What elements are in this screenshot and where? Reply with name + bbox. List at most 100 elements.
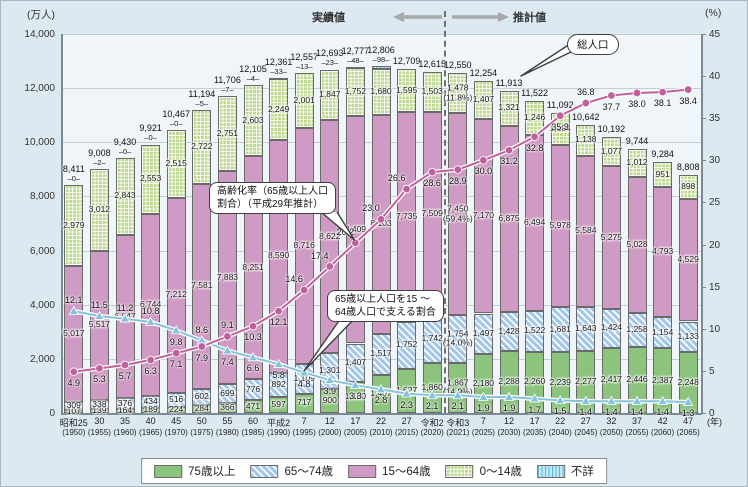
segment-value-label: 5,017 xyxy=(63,328,85,339)
aging-rate-value: 5.3 xyxy=(93,374,106,385)
segment-value-label: 434 xyxy=(143,396,158,407)
total-population-value: 11,522 xyxy=(521,88,549,99)
y-axis-right-tick xyxy=(701,328,706,330)
segment-value-label: 6,494 xyxy=(523,216,546,227)
support-ratio-value: 11.2 xyxy=(116,302,134,313)
segment-value-label: 7,212 xyxy=(165,289,187,300)
bar-segment-unknown xyxy=(269,78,289,81)
y-axis-right-tick-label: 5 xyxy=(709,365,715,377)
segment-value-label: 1,681 xyxy=(549,323,571,334)
segment-value-label: 5,275 xyxy=(600,231,623,242)
x-axis-year-label: (2065) xyxy=(676,428,700,437)
legend-swatch-stripe-cyan xyxy=(536,464,565,478)
segment-value-label: 2,260 xyxy=(523,376,546,387)
x-axis-era-label: 平成2 xyxy=(267,418,291,428)
bar-segment-a75 xyxy=(64,410,84,413)
aging-rate-value: 37.7 xyxy=(602,101,621,112)
legend-item: 15～64歳 xyxy=(348,463,431,479)
y-axis-left-tick-label: 2,000 xyxy=(29,353,55,365)
support-ratio-value: 1.9 xyxy=(502,403,516,413)
y-axis-right-tick xyxy=(701,160,706,162)
x-axis-year-label: (2020) xyxy=(420,428,444,437)
y-axis-right-tick-label: 15 xyxy=(709,281,721,293)
total-population-value: 11,706 xyxy=(213,75,241,86)
support-ratio-value: 2.8 xyxy=(374,395,388,406)
y-axis-right xyxy=(701,34,703,413)
legend-label: 0～14歳 xyxy=(479,466,522,478)
total-population-value: 12,806 xyxy=(367,45,395,56)
unknown-value: –23– xyxy=(321,58,339,68)
legend-swatch-solid-green xyxy=(154,464,183,478)
y-axis-left-tick-label: 6,000 xyxy=(29,245,55,257)
segment-value-label: 7,883 xyxy=(216,271,239,282)
segment-value-label: 107 xyxy=(66,405,81,416)
segment-value-label: 1,752 xyxy=(395,339,418,350)
gridline xyxy=(61,34,701,35)
segment-value-label: 7,170 xyxy=(472,210,495,221)
y-axis-right-tick xyxy=(701,244,706,246)
segment-value-label: 1,860 xyxy=(421,382,443,393)
legend: 75歳以上 65～74歳 15～64歳 0～14歳 不詳 xyxy=(141,458,607,484)
segment-value-label: 2,843 xyxy=(114,190,136,201)
segment-value-label: 471 xyxy=(245,400,261,411)
right-axis-title: (%) xyxy=(705,7,722,19)
unknown-value: –98– xyxy=(372,55,390,65)
segment-value-label: 1,407 xyxy=(344,356,367,367)
segment-value-label: 2,001 xyxy=(293,94,315,105)
segment-value-label: 5,584 xyxy=(575,225,597,236)
y-axis-right-tick-label: 35 xyxy=(709,113,721,125)
x-axis-year-label: (1995) xyxy=(292,428,316,437)
total-population-value: 12,693 xyxy=(316,48,344,59)
segment-value-label: 7,735 xyxy=(395,211,418,222)
segment-value-label: 2,446 xyxy=(626,374,648,385)
total-population-callout: 総人口 xyxy=(567,34,619,55)
y-axis-left-tick-label: 0 xyxy=(49,408,55,419)
x-axis-era-label: 60 xyxy=(247,416,259,426)
segment-value-label: 2,417 xyxy=(600,374,623,385)
aging-rate-value: 28.9 xyxy=(449,175,467,186)
aging-rate-value: 17.4 xyxy=(311,250,329,261)
unknown-value: –0– xyxy=(169,118,183,128)
segment-value-label: 699 xyxy=(220,387,235,398)
segment-value-label: 1,497 xyxy=(472,327,495,338)
segment-value-label: 1,321 xyxy=(498,102,520,113)
aging-rate-value: 6.3 xyxy=(144,365,157,376)
segment-value-label: 2,979 xyxy=(63,219,85,230)
x-axis-year-label: (1980) xyxy=(215,428,239,437)
segment-value-label: 1,503 xyxy=(421,86,443,97)
support-ratio-value: 1.4 xyxy=(605,407,618,418)
legend-label: 15～64歳 xyxy=(382,466,431,478)
x-axis-year-label: (2021) xyxy=(446,428,470,437)
x-axis-year-label: (2000) xyxy=(318,428,342,437)
segment-value-label: 1,752 xyxy=(344,86,367,97)
unknown-value: –0– xyxy=(144,133,157,143)
y-axis-right-tick xyxy=(701,118,706,120)
segment-value-label: 1,138 xyxy=(575,134,597,145)
y-axis-right-tick xyxy=(701,202,706,204)
bar-segment-unknown xyxy=(371,66,391,70)
actual-arrow-head xyxy=(393,12,404,22)
segment-value-label: 6,047 xyxy=(114,310,136,321)
segment-value-label: 602 xyxy=(194,391,209,402)
x-axis-era-label: 32 xyxy=(606,416,617,426)
total-population-value: 9,921 xyxy=(139,123,162,134)
x-axis-year-label: (2005) xyxy=(343,428,367,437)
total-population-value: 11,092 xyxy=(546,99,574,110)
x-axis-year-label: (1970) xyxy=(164,428,188,437)
segment-value-label: 1,012 xyxy=(626,157,648,168)
legend-item: 75歳以上 xyxy=(154,463,235,479)
projection-arrow-head xyxy=(498,12,509,22)
actual-values-label: 実績値 xyxy=(312,12,345,24)
x-axis-era-label: 7 xyxy=(480,416,486,426)
x-axis-era-label: 42 xyxy=(657,416,668,426)
segment-value-label: 4,529 xyxy=(677,254,699,265)
bar-segment-a75 xyxy=(192,405,212,413)
bar-segment-a75 xyxy=(89,409,109,413)
segment-value-label: 900 xyxy=(322,395,337,406)
segment-value-label: 1,478 (11.8%) xyxy=(443,82,473,103)
total-population-value: 12,615 xyxy=(418,58,446,69)
y-axis-left-tick-label: 12,000 xyxy=(24,83,55,95)
total-population-value: 12,550 xyxy=(444,60,472,71)
y-axis-left-tick-label: 14,000 xyxy=(24,29,55,40)
